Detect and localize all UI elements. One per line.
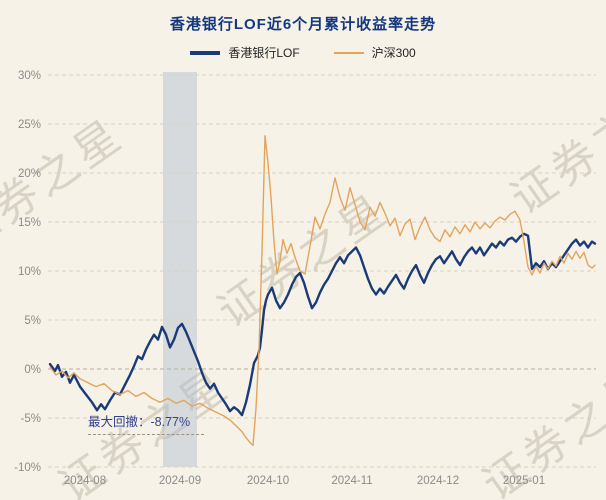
legend-label: 沪深300 [371, 46, 416, 60]
svg-text:25%: 25% [18, 119, 41, 131]
svg-text:2025-01: 2025-01 [503, 475, 545, 487]
fund-line-swatch [190, 50, 221, 55]
svg-text:5%: 5% [24, 315, 41, 327]
chart-title: 香港银行LOF近6个月累计收益率走势 [169, 16, 437, 33]
svg-text:15%: 15% [18, 217, 41, 229]
svg-text:10%: 10% [18, 266, 41, 278]
legend-label: 香港银行LOF [228, 46, 300, 60]
max-drawdown-annotation: 最大回撤：-8.77% [88, 411, 205, 435]
svg-text:30%: 30% [18, 70, 41, 82]
svg-text:2024-08: 2024-08 [64, 475, 106, 487]
legend-item-fund: 香港银行LOF [190, 44, 300, 61]
svg-text:2024-12: 2024-12 [417, 475, 459, 487]
chart-legend: 香港银行LOF 沪深300 [0, 44, 606, 61]
index-line-swatch [333, 51, 364, 54]
svg-text:2024-09: 2024-09 [159, 475, 201, 487]
svg-text:2024-10: 2024-10 [247, 475, 289, 487]
svg-text:2024-11: 2024-11 [331, 475, 372, 487]
svg-text:20%: 20% [18, 168, 41, 180]
svg-text:-5%: -5% [21, 413, 41, 425]
svg-text:-10%: -10% [14, 462, 41, 474]
legend-item-index: 沪深300 [333, 44, 416, 61]
svg-text:0%: 0% [24, 364, 41, 376]
